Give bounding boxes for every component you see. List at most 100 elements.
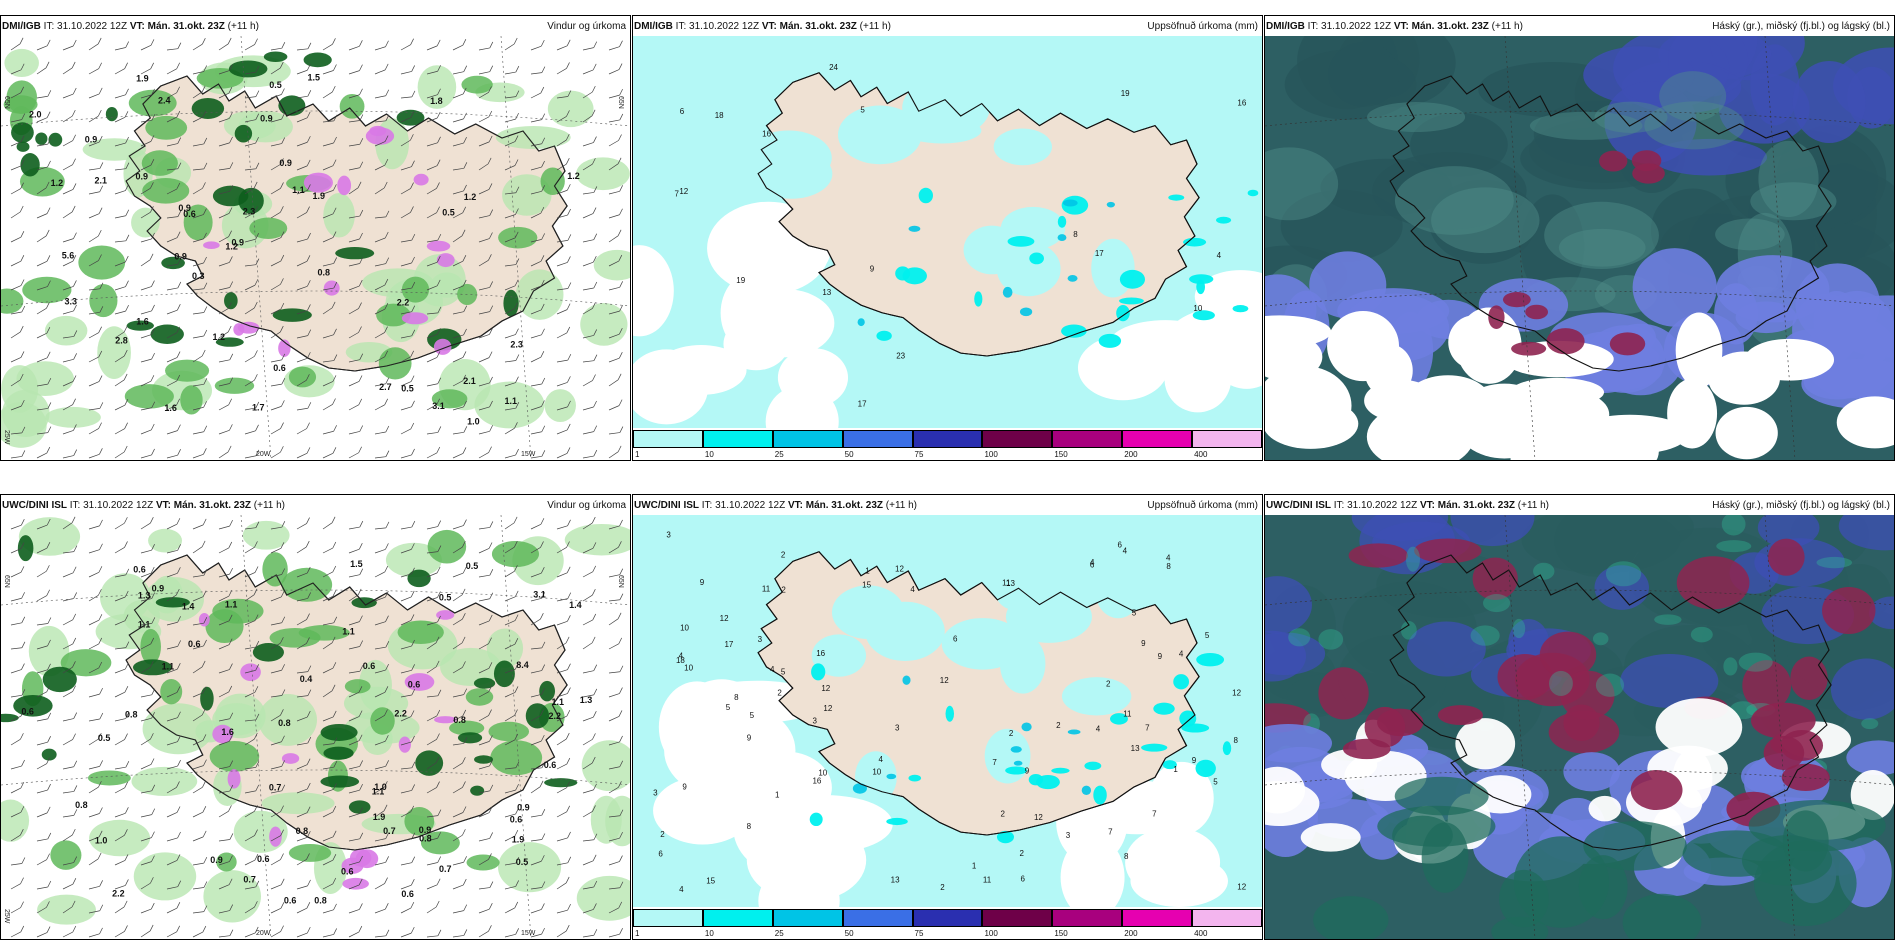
value-label: 1.2 <box>464 192 477 202</box>
iceland-coastline <box>125 554 568 851</box>
lead-time: (+11 h) <box>227 21 259 32</box>
value-label: 0.5 <box>516 857 529 867</box>
value-label: 1.2 <box>51 178 64 188</box>
value-label: 4 <box>1123 546 1128 555</box>
value-label: 1.1 <box>225 600 238 610</box>
value-label: 2 <box>781 585 786 594</box>
model-name: UWC/DINI ISL <box>634 500 699 511</box>
colorbar-swatch <box>1052 909 1123 927</box>
value-label: 0.9 <box>419 825 432 835</box>
valid-time: Mán. 31.okt. 23Z <box>779 21 857 32</box>
panel-uwc-accum-precip: UWC/DINI ISL IT: 31.10.2022 12Z VT: Mán.… <box>632 494 1263 940</box>
value-label: 0.9 <box>136 171 149 181</box>
value-labels: 2.8 2.7 0.8 5.6 2.4 1.9 1.7 2.3 1.6 1.9 0.9 1.1 1.8 2… <box>29 72 580 426</box>
colorbar-tick: 25 <box>774 929 784 938</box>
map-area: 2 4 2 3 2 4 2 12 10 8 8 5 3 4 2 5 5 12 6 6 10 10 9 11 13 11 7 4 2 2 1 4… <box>633 515 1262 907</box>
model-name: DMI/IGB <box>1266 21 1305 32</box>
latitude-label: 65N <box>617 96 624 109</box>
value-label: 1.2 <box>213 332 226 342</box>
iceland-coastline <box>757 551 1200 836</box>
value-label: 12 <box>679 187 688 196</box>
colorbar-swatch <box>912 909 983 927</box>
value-label: 0.8 <box>453 715 466 725</box>
wind-barbs <box>10 37 624 459</box>
value-label: 15 <box>862 581 871 590</box>
colorbar-swatch <box>1122 430 1193 448</box>
colorbar-swatch <box>842 909 913 927</box>
colorbar-tick: 200 <box>1124 450 1138 459</box>
map-area <box>1265 515 1894 939</box>
value-label: 4 <box>1217 251 1222 260</box>
value-label: 0.7 <box>383 826 396 836</box>
value-label: 1.1 <box>504 396 517 406</box>
lead-time: (+11 h) <box>1517 500 1550 511</box>
panel-dmi-accum-precip: DMI/IGB IT: 31.10.2022 12Z VT: Mán. 31.o… <box>632 15 1263 461</box>
value-label: 6 <box>658 850 663 859</box>
value-label: 0.8 <box>314 896 327 906</box>
value-label: 9 <box>1141 639 1146 648</box>
value-label: 9 <box>682 782 687 791</box>
value-label: 10 <box>684 664 693 673</box>
value-label: 6 <box>1090 560 1095 569</box>
colorbar-tick: 50 <box>844 929 854 938</box>
it-label: IT: <box>43 21 55 32</box>
value-label: 24 <box>829 63 838 72</box>
variable-title: Vindur og úrkoma <box>547 21 626 32</box>
value-label: 4 <box>910 585 915 594</box>
colorbar: 1 10 25 50 75 100 150 200 400 <box>633 428 1262 460</box>
value-label: 3.1 <box>533 590 546 600</box>
value-label: 16 <box>1237 98 1246 107</box>
variable-title: Háský (gr.), miðský (fj.bl.) og lágský (… <box>1712 500 1890 511</box>
longitude-label: 20W <box>256 930 271 937</box>
value-label: 2 <box>1106 680 1111 689</box>
colorbar: 1 10 25 50 75 100 150 200 400 <box>633 907 1262 939</box>
init-time: 31.10.2022 12Z <box>715 500 786 511</box>
value-label: 0.3 <box>192 271 205 281</box>
value-label: 6 <box>680 107 685 116</box>
value-label: 8 <box>1073 230 1078 239</box>
value-label: 1.6 <box>221 727 234 737</box>
it-label: IT: <box>69 500 81 511</box>
value-label: 9 <box>870 264 875 273</box>
valid-time: Mán. 31.okt. 23Z <box>147 21 225 32</box>
iceland-coastline <box>757 72 1200 357</box>
value-label: 0.6 <box>510 814 523 824</box>
value-labels: 0.7 0.8 8.4 0.6 0.5 1.1 0.6 0.5 0.8 0.6 1.1 2.2 0.6 1… <box>21 559 592 906</box>
value-label: 15 <box>706 876 715 885</box>
it-label: IT: <box>1333 500 1345 511</box>
colorbar-swatch <box>702 909 773 927</box>
value-label: 18 <box>676 656 685 665</box>
value-label: 0.5 <box>98 733 111 743</box>
value-label: 0.5 <box>269 80 282 90</box>
value-label: 2.0 <box>29 109 42 119</box>
latitude-label: 65N <box>3 575 10 588</box>
value-label: 2.2 <box>112 888 125 898</box>
lead-time: (+11 h) <box>253 500 286 511</box>
init-time: 31.10.2022 12Z <box>83 500 154 511</box>
variable-title: Háský (gr.), miðský (fj.bl.) og lágský (… <box>1712 21 1890 32</box>
value-label: 19 <box>1121 89 1130 98</box>
value-label: 12 <box>1034 813 1043 822</box>
panel-uwc-wind-precip: UWC/DINI ISL IT: 31.10.2022 12Z VT: Mán.… <box>0 494 631 940</box>
map-svg <box>1265 515 1894 939</box>
panel-header: UWC/DINI ISL IT: 31.10.2022 12Z VT: Mán.… <box>1 495 630 515</box>
value-label: 0.9 <box>85 135 98 145</box>
value-label: 1.1 <box>372 786 385 796</box>
model-name: UWC/DINI ISL <box>2 500 67 511</box>
longitude-label: 15W <box>521 930 536 937</box>
value-label: 13 <box>891 876 900 885</box>
value-label: 0.9 <box>279 158 292 168</box>
value-label: 1.2 <box>225 242 238 252</box>
value-label: 6 <box>1020 874 1025 883</box>
valid-time: Mán. 31.okt. 23Z <box>173 500 251 511</box>
value-label: 9 <box>1025 767 1030 776</box>
value-label: 0.9 <box>174 251 187 261</box>
latitude-label: 65N <box>617 575 624 588</box>
lead-time: (+11 h) <box>859 21 891 32</box>
variable-title: Uppsöfnuð úrkoma (mm) <box>1147 500 1258 511</box>
value-label: 1.3 <box>138 591 151 601</box>
value-label: 2.3 <box>243 206 256 216</box>
graticule <box>1 36 630 460</box>
value-label: 4 <box>679 885 684 894</box>
